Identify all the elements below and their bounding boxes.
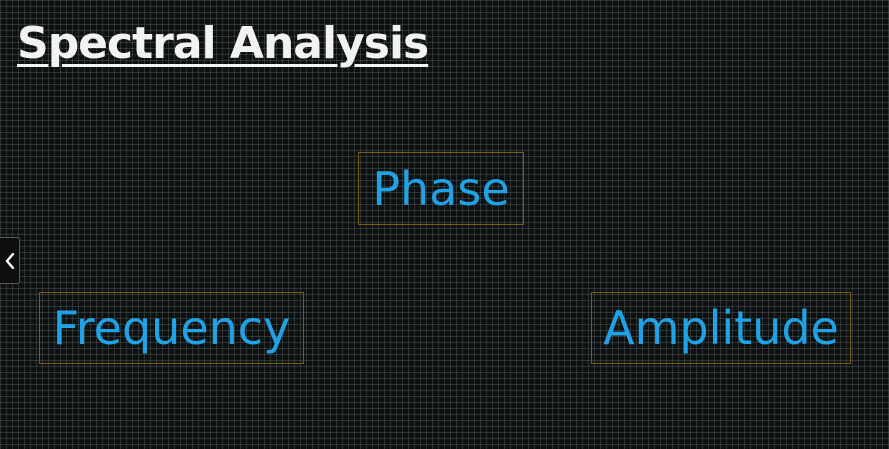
back-button[interactable] <box>0 237 20 284</box>
term-amplitude[interactable]: Amplitude <box>591 292 851 364</box>
term-phase[interactable]: Phase <box>358 152 524 225</box>
term-frequency[interactable]: Frequency <box>39 292 304 364</box>
chevron-left-icon <box>5 252 14 269</box>
slide-title: Spectral Analysis <box>17 18 429 69</box>
